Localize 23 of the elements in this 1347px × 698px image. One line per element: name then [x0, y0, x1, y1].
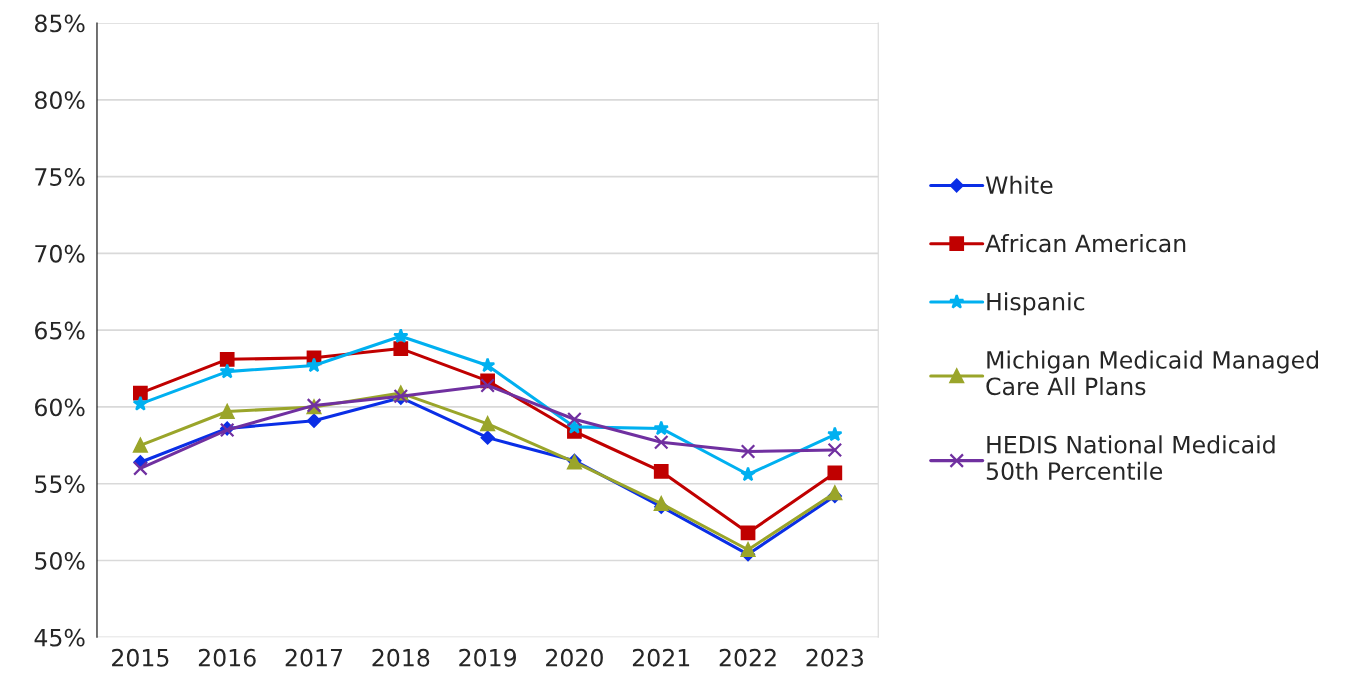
- x-tick-label: 2015: [112, 648, 169, 667]
- y-tick-label: 50%: [35, 551, 85, 570]
- y-tick-label: 55%: [35, 475, 85, 494]
- x-tick-label: 2020: [546, 648, 603, 667]
- legend-label: African American: [985, 234, 1186, 253]
- x-tick-label: 2021: [632, 648, 690, 667]
- y-tick-label: 45%: [34, 628, 85, 647]
- y-tick-label: 70%: [35, 244, 85, 263]
- y-tick-label: 80%: [34, 91, 85, 110]
- legend-label: White: [985, 175, 1053, 195]
- x-tick-label: 2018: [372, 648, 430, 667]
- x-tick-label: 2016: [198, 648, 256, 667]
- x-tick-label: 2023: [806, 648, 863, 667]
- legend-label: HEDIS National Medicaid 50th Percentile: [986, 435, 1275, 480]
- x-tick-label: 2022: [719, 648, 776, 667]
- y-tick-label: 75%: [35, 168, 85, 186]
- y-tick-label: 60%: [35, 398, 85, 417]
- legend-label: Michigan Medicaid Managed Care All Plans: [986, 350, 1318, 396]
- y-tick-label: 65%: [35, 321, 85, 340]
- y-tick-label: 85%: [34, 14, 85, 33]
- x-tick-label: 2019: [459, 648, 516, 667]
- legend-label: Hispanic: [987, 292, 1085, 316]
- x-tick-label: 2017: [285, 648, 343, 667]
